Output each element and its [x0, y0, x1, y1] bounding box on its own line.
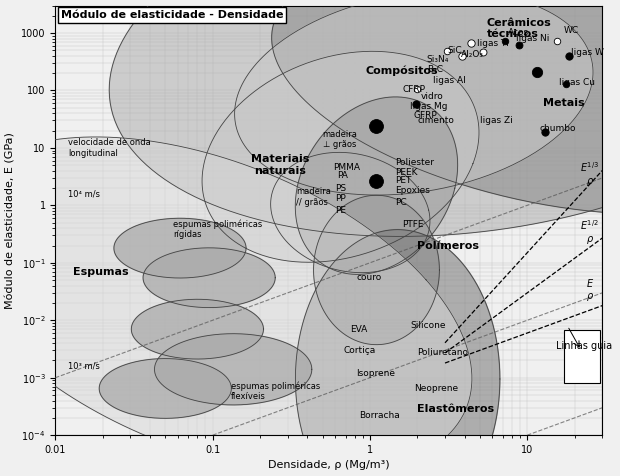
Text: madeira
// grãos: madeira // grãos: [296, 187, 331, 207]
Text: ligas Zi: ligas Zi: [480, 116, 513, 125]
Text: PET: PET: [396, 176, 412, 185]
Point: [477, 48, 487, 56]
Text: Neoprene: Neoprene: [414, 384, 458, 393]
Text: Espumas: Espumas: [73, 267, 129, 277]
Text: PP: PP: [335, 194, 346, 203]
Text: 10⁴ m/s: 10⁴ m/s: [68, 189, 100, 198]
Text: madeira
⊥ grãos: madeira ⊥ grãos: [322, 130, 358, 149]
Text: PS: PS: [335, 184, 346, 193]
Text: CFRP: CFRP: [402, 85, 425, 94]
Point: [410, 100, 420, 108]
Text: PA: PA: [337, 171, 348, 180]
Text: Elastômeros: Elastômeros: [417, 405, 494, 415]
Point: [500, 37, 510, 45]
Text: B₄C: B₄C: [427, 65, 443, 74]
Point: [457, 52, 467, 60]
Text: vidro: vidro: [420, 92, 443, 101]
Text: ligas Ti: ligas Ti: [477, 39, 509, 48]
Text: PEEK: PEEK: [396, 168, 418, 177]
Text: ligas Cu: ligas Cu: [559, 78, 595, 87]
Text: cimento: cimento: [417, 116, 454, 125]
Text: WC: WC: [564, 26, 578, 35]
Polygon shape: [202, 51, 479, 262]
Text: espumas poliméricas
flexíveis: espumas poliméricas flexíveis: [231, 381, 320, 401]
Text: PTFE: PTFE: [402, 220, 423, 229]
Text: Epoxies: Epoxies: [396, 186, 430, 195]
Text: GFRP: GFRP: [414, 111, 438, 120]
Text: ligas Ni: ligas Ni: [516, 34, 549, 43]
Text: SiC: SiC: [447, 46, 462, 55]
Polygon shape: [314, 195, 440, 345]
Text: espumas poliméricas
rígidas: espumas poliméricas rígidas: [173, 219, 262, 239]
Text: ligas Al: ligas Al: [433, 76, 465, 85]
Polygon shape: [295, 97, 458, 275]
Text: Borracha: Borracha: [359, 411, 400, 420]
Text: PMMA: PMMA: [333, 163, 360, 172]
Text: PC: PC: [396, 198, 407, 208]
Text: Poliester: Poliester: [396, 159, 435, 167]
Text: $E$
$\rho$: $E$ $\rho$: [586, 278, 594, 303]
Text: Linhas guia: Linhas guia: [556, 341, 612, 351]
Text: Si₃N₄: Si₃N₄: [427, 55, 449, 64]
Polygon shape: [99, 358, 231, 418]
Text: Materiais
naturais: Materiais naturais: [251, 154, 310, 176]
Point: [564, 52, 574, 60]
Text: Cortiça: Cortiça: [343, 346, 376, 355]
Polygon shape: [234, 0, 593, 195]
Point: [552, 37, 562, 45]
Point: [371, 178, 381, 185]
Polygon shape: [131, 299, 264, 359]
Text: EVA: EVA: [350, 325, 368, 334]
Y-axis label: Módulo de elasticidade, E (GPa): Módulo de elasticidade, E (GPa): [6, 132, 16, 309]
Polygon shape: [272, 0, 620, 214]
Text: Al₂O₃: Al₂O₃: [461, 50, 484, 59]
Point: [442, 48, 452, 55]
Polygon shape: [109, 0, 620, 237]
Text: ligas W: ligas W: [571, 49, 604, 58]
Text: Aços: Aços: [508, 29, 529, 38]
X-axis label: Densidade, ρ (Mg/m³): Densidade, ρ (Mg/m³): [268, 460, 389, 470]
Polygon shape: [0, 137, 472, 474]
Text: velocidade de onda
longitudinal: velocidade de onda longitudinal: [68, 138, 151, 158]
Text: Silicone: Silicone: [410, 321, 446, 330]
Text: Poliuretano: Poliuretano: [417, 347, 468, 357]
Polygon shape: [271, 152, 430, 273]
Text: $E^{1/2}$
$\rho$: $E^{1/2}$ $\rho$: [580, 218, 600, 246]
Polygon shape: [114, 218, 246, 278]
Point: [513, 41, 523, 49]
Text: Compósitos: Compósitos: [366, 66, 438, 76]
Text: Cerâmicos
técnicos: Cerâmicos técnicos: [487, 18, 551, 39]
Polygon shape: [143, 248, 275, 307]
Point: [412, 85, 422, 93]
Text: chumbo: chumbo: [540, 124, 576, 133]
Polygon shape: [154, 334, 312, 405]
Text: ligas Mg: ligas Mg: [410, 102, 448, 111]
Point: [532, 68, 542, 76]
Text: Metais: Metais: [542, 98, 584, 108]
Polygon shape: [295, 229, 500, 476]
Point: [560, 80, 570, 88]
Text: Polímeros: Polímeros: [417, 240, 479, 250]
Text: Isoprene: Isoprene: [356, 368, 396, 377]
Point: [466, 39, 476, 46]
Point: [371, 122, 381, 130]
Text: couro: couro: [356, 273, 382, 282]
Text: 10³ m/s: 10³ m/s: [68, 361, 100, 370]
Text: $E^{1/3}$
$\rho$: $E^{1/3}$ $\rho$: [580, 160, 600, 188]
Point: [540, 128, 550, 136]
FancyBboxPatch shape: [564, 330, 600, 383]
Text: Módulo de elasticidade - Densidade: Módulo de elasticidade - Densidade: [61, 10, 283, 20]
Text: PE: PE: [335, 206, 346, 215]
